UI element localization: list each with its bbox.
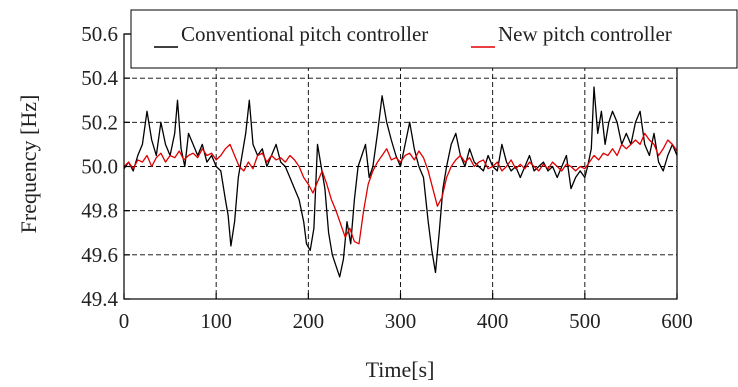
x-tick-label: 300 xyxy=(385,309,417,333)
x-tick-label: 100 xyxy=(200,309,232,333)
axis-ticks: 0 100 200 300 400 500 600 49.4 49.6 49.8 50.0 50.2 5… xyxy=(81,22,693,333)
y-tick-label: 49.4 xyxy=(81,287,118,311)
x-tick-label: 400 xyxy=(477,309,509,333)
x-tick-label: 0 xyxy=(119,309,130,333)
y-tick-label: 50.4 xyxy=(81,66,118,90)
x-axis-title: Time[s] xyxy=(366,357,435,382)
series-line-conventional xyxy=(123,86,678,278)
y-tick-label: 50.6 xyxy=(81,22,118,46)
x-tick-label: 500 xyxy=(569,309,601,333)
legend-box xyxy=(130,9,738,69)
legend-label-new: New pitch controller xyxy=(498,22,672,46)
series-line-new xyxy=(123,132,678,245)
x-tick-label: 200 xyxy=(293,309,325,333)
y-tick-label: 49.8 xyxy=(81,199,118,223)
series-lines xyxy=(123,86,678,278)
y-tick-label: 49.6 xyxy=(81,243,118,267)
y-tick-label: 50.0 xyxy=(81,155,118,179)
y-axis-title: Frequency [Hz] xyxy=(16,95,41,234)
legend-label-conventional: Conventional pitch controller xyxy=(181,22,428,46)
y-tick-label: 50.2 xyxy=(81,110,118,134)
legend: Conventional pitch controller New pitch … xyxy=(130,9,738,69)
x-tick-label: 600 xyxy=(661,309,693,333)
grid-lines xyxy=(124,34,677,299)
